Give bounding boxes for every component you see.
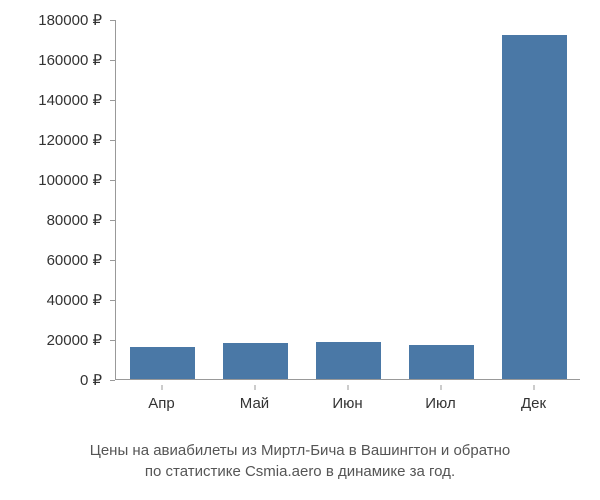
x-tick-label: Июн <box>332 395 362 412</box>
y-tick-label: 60000 ₽ <box>47 251 102 269</box>
x-tick-label: Май <box>240 395 269 412</box>
x-tick-mark <box>440 385 441 390</box>
x-tick-mark <box>161 385 162 390</box>
caption-line-1: Цены на авиабилеты из Миртл-Бича в Вашин… <box>90 442 511 459</box>
y-tick-label: 80000 ₽ <box>47 211 102 229</box>
bar <box>130 347 195 379</box>
bar <box>502 35 567 379</box>
y-tick-label: 140000 ₽ <box>38 91 102 109</box>
y-tick-label: 0 ₽ <box>80 371 102 389</box>
y-tick-label: 100000 ₽ <box>38 171 102 189</box>
bar <box>223 343 288 379</box>
bar <box>409 345 474 379</box>
x-tick-mark <box>254 385 255 390</box>
x-axis: Апр Май Июн Июл Дек <box>115 385 580 415</box>
x-tick-label: Июл <box>425 395 455 412</box>
x-tick-mark <box>533 385 534 390</box>
chart-caption: Цены на авиабилеты из Миртл-Бича в Вашин… <box>0 440 600 482</box>
y-tick-label: 40000 ₽ <box>47 291 102 309</box>
y-tick-label: 180000 ₽ <box>38 11 102 29</box>
caption-line-2: по статистике Csmia.aero в динамике за г… <box>145 463 455 480</box>
plot-area <box>115 20 580 380</box>
y-axis: 0 ₽20000 ₽40000 ₽60000 ₽80000 ₽100000 ₽1… <box>10 20 110 380</box>
y-tick-mark <box>110 380 115 381</box>
bar-chart: 0 ₽ 20000 ₽ 40000 ₽ 60000 ₽ 80000 ₽ 100000 ₽ 1… <box>10 10 590 430</box>
y-tick-label: 20000 ₽ <box>47 331 102 349</box>
x-tick-mark <box>347 385 348 390</box>
x-tick-label: Дек <box>521 395 546 412</box>
bar <box>316 342 381 379</box>
x-tick-label: Апр <box>148 395 174 412</box>
y-tick-label: 120000 ₽ <box>38 131 102 149</box>
y-tick-label: 160000 ₽ <box>38 51 102 69</box>
